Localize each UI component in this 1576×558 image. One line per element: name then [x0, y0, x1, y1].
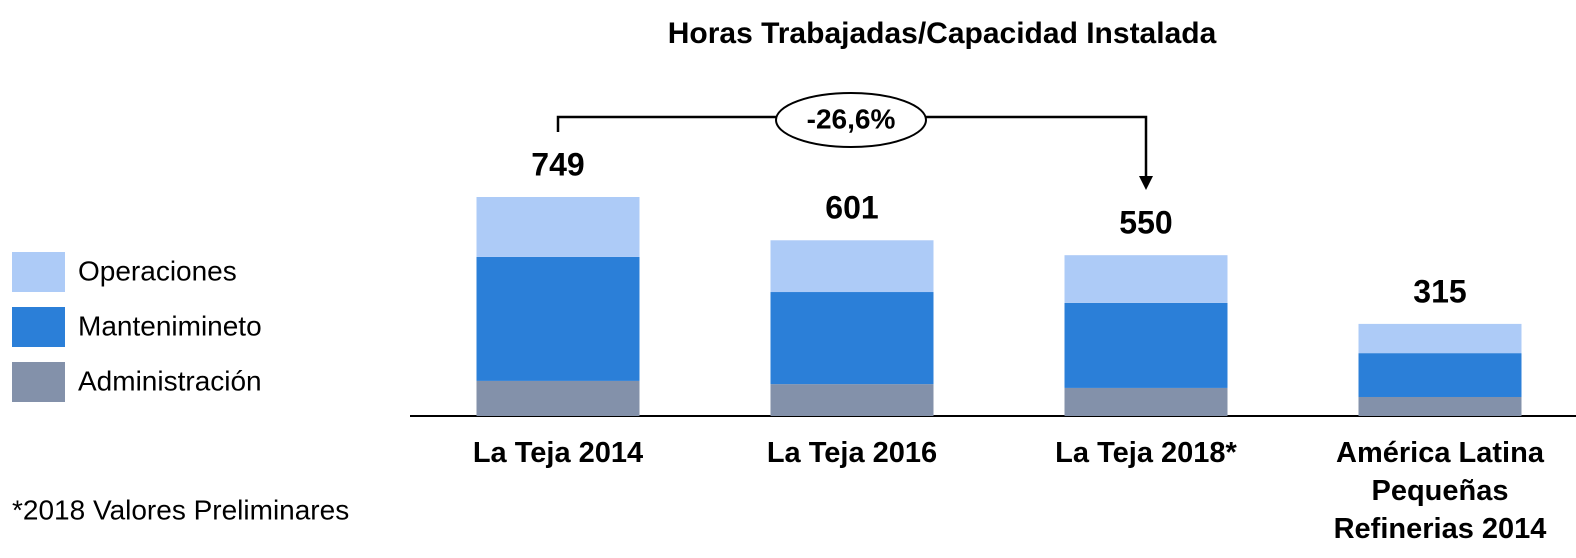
- chart-title: Horas Trabajadas/Capacidad Instalada: [668, 17, 1217, 50]
- total-label: 749: [531, 146, 584, 182]
- total-label: 315: [1413, 273, 1466, 309]
- legend-swatch: [12, 252, 65, 292]
- legend-swatch: [12, 362, 65, 402]
- x-tick-label: La Teja 2016: [766, 437, 938, 469]
- bar-segment: [1064, 387, 1228, 416]
- annotation: -26,6%: [807, 103, 896, 134]
- bar-segment: [1064, 302, 1228, 388]
- bar-segment: [770, 384, 934, 416]
- annotation-ellipse: [775, 92, 927, 148]
- total-label: 601: [825, 190, 878, 226]
- bar-segment: [1358, 353, 1522, 397]
- bar-segment: [1358, 323, 1522, 354]
- bar-segment: [476, 256, 640, 381]
- total-label: 550: [1119, 205, 1172, 241]
- x-tick-label: La Teja 2014: [472, 437, 644, 469]
- bracket: [926, 115, 1148, 178]
- bar-segment: [770, 292, 934, 385]
- legend-label: Administración: [78, 365, 262, 396]
- bar-segment: [770, 240, 934, 293]
- arrow-head: [1139, 176, 1153, 190]
- bar-segment: [1358, 396, 1522, 416]
- bar-segment: [476, 380, 640, 416]
- bracket: [556, 115, 776, 132]
- legend-label: Mantenimineto: [78, 310, 262, 341]
- legend-swatch: [12, 307, 65, 347]
- legend-label: Operaciones: [78, 255, 237, 286]
- footnote: *2018 Valores Preliminares: [12, 494, 349, 525]
- bar-segment: [476, 197, 640, 257]
- x-tick-label: América Latina Pequeñas Refinerias 2014: [1333, 437, 1547, 545]
- bar-segment: [1064, 255, 1228, 303]
- x-tick-label: La Teja 2018*: [1055, 437, 1237, 469]
